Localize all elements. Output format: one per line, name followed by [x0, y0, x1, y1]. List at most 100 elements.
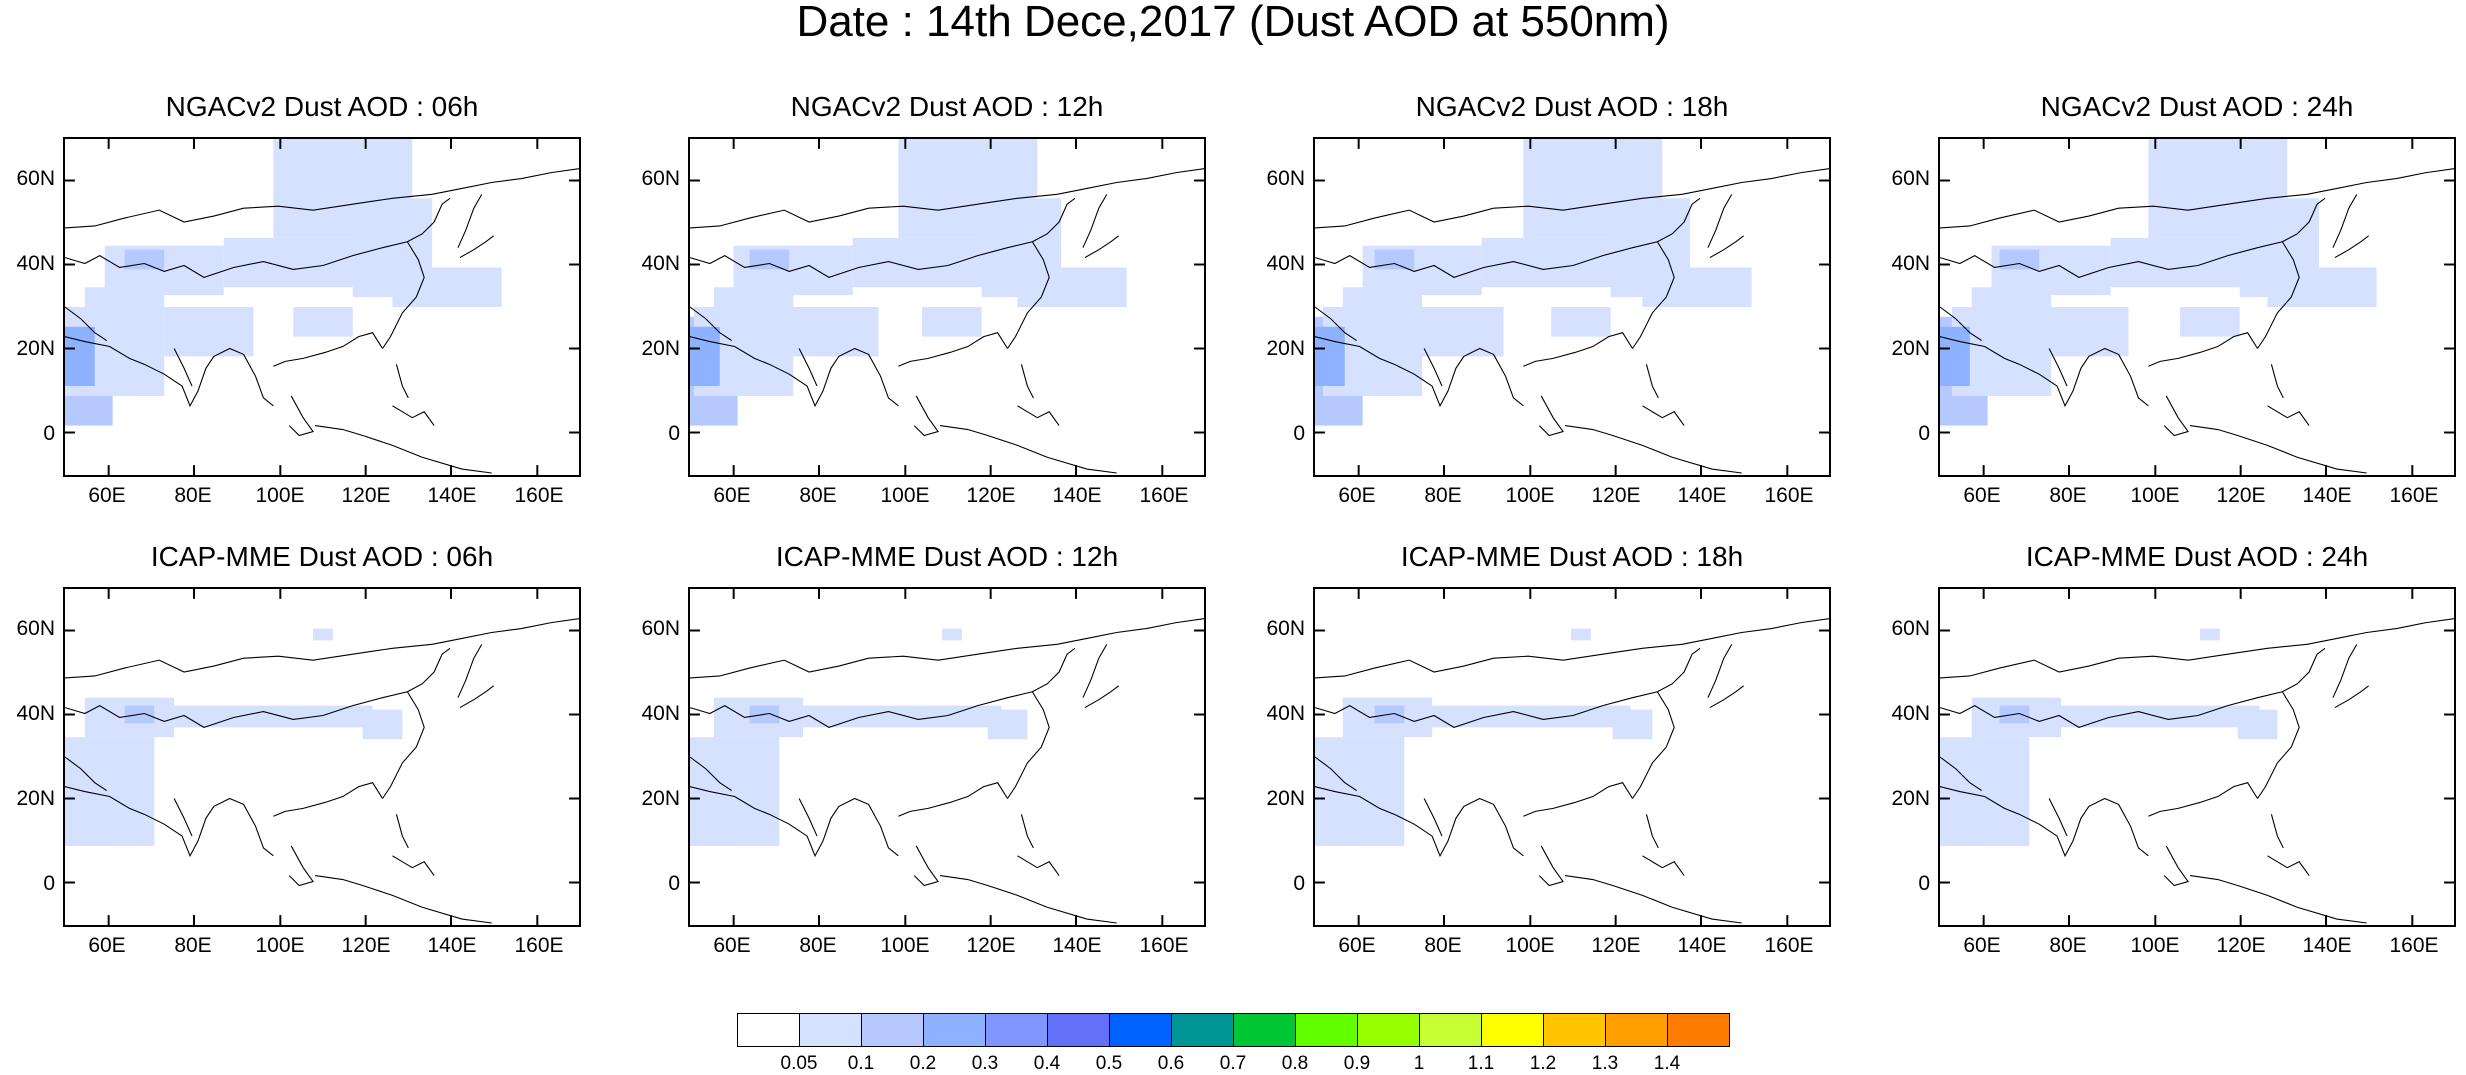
- coastline: [1707, 194, 1733, 248]
- coastline: [1940, 241, 2283, 278]
- coastline: [1017, 405, 1060, 426]
- coastline: [913, 395, 939, 437]
- dust-aod-region: [2267, 267, 2377, 307]
- coastline: [1564, 875, 1742, 924]
- colorbar-swatch: [1605, 1013, 1668, 1047]
- lat-label: 20N: [1891, 337, 1930, 360]
- lat-label: 20N: [641, 787, 680, 810]
- coastline: [2334, 685, 2369, 709]
- colorbar-swatch: [1109, 1013, 1172, 1047]
- lon-label: 120E: [341, 484, 391, 507]
- lon-label: 120E: [966, 484, 1016, 507]
- colorbar-swatch: [1481, 1013, 1544, 1047]
- coastline: [65, 691, 408, 728]
- colorbar-label: 0.7: [1219, 1053, 1247, 1074]
- lat-label: 60N: [16, 617, 55, 640]
- lat-label: 0: [668, 422, 680, 445]
- lat-label: 40N: [1266, 252, 1305, 275]
- lat-label: 0: [1918, 422, 1930, 445]
- colorbar-label: 0.6: [1157, 1053, 1185, 1074]
- coastline: [273, 332, 383, 367]
- coastline: [1645, 814, 1659, 849]
- coastline: [1007, 691, 1050, 799]
- lat-label: 0: [668, 872, 680, 895]
- lon-label: 80E: [1424, 934, 1462, 957]
- lon-label: 80E: [2049, 484, 2087, 507]
- lat-label: 20N: [641, 337, 680, 360]
- ngac-map: [63, 137, 581, 477]
- lon-label: 140E: [2302, 484, 2352, 507]
- lon-label: 160E: [514, 934, 564, 957]
- colorbar-swatch: [1357, 1013, 1420, 1047]
- coastline: [395, 364, 409, 399]
- coastline: [1017, 855, 1060, 876]
- lon-label: 160E: [1139, 934, 1189, 957]
- coastline: [65, 336, 274, 408]
- lat-label: 60N: [1891, 617, 1930, 640]
- dust-aod-region: [293, 307, 353, 337]
- coastline: [798, 798, 818, 837]
- lon-label: 120E: [1591, 484, 1641, 507]
- coastline: [1707, 644, 1733, 698]
- ngac-map: [688, 137, 1206, 477]
- lon-label: 80E: [174, 484, 212, 507]
- coastline: [2282, 647, 2326, 693]
- coastline: [898, 782, 1008, 817]
- lon-label: 120E: [2216, 934, 2266, 957]
- coastline: [1523, 782, 1633, 817]
- coastline: [2163, 395, 2189, 437]
- colorbar-swatch: [985, 1013, 1048, 1047]
- coastline: [690, 786, 899, 858]
- colorbar-swatch: [1667, 1013, 1730, 1047]
- dust-aod-region: [1414, 307, 1504, 357]
- lon-label: 140E: [1677, 484, 1727, 507]
- coastline: [913, 845, 939, 887]
- dust-aod-region: [1642, 267, 1752, 307]
- lon-label: 160E: [1139, 484, 1189, 507]
- dust-aod-region: [690, 737, 780, 846]
- coastline: [2163, 845, 2189, 887]
- dust-aod-region: [713, 287, 794, 327]
- dust-aod-region: [690, 326, 720, 387]
- lat-label: 60N: [1266, 617, 1305, 640]
- lon-label: 60E: [1963, 934, 2001, 957]
- coastline: [2270, 814, 2284, 849]
- lon-label: 120E: [966, 934, 1016, 957]
- coastline: [1315, 168, 1829, 229]
- lon-label: 100E: [2130, 934, 2180, 957]
- dust-aod-region: [2061, 705, 2260, 728]
- coastline: [1315, 756, 1357, 792]
- coastline: [1709, 685, 1744, 709]
- lon-label: 140E: [427, 934, 477, 957]
- lon-label: 140E: [1052, 934, 1102, 957]
- coastline: [1020, 814, 1034, 849]
- coastline: [1645, 364, 1659, 399]
- lon-label: 60E: [88, 934, 126, 957]
- coastline: [1082, 194, 1108, 248]
- ngac-map: [1313, 137, 1831, 477]
- coastline: [288, 845, 314, 887]
- ngac-map: [1938, 137, 2456, 477]
- coastline: [392, 855, 435, 876]
- coastline: [2048, 798, 2068, 837]
- icap-map: [688, 587, 1206, 927]
- coastline: [2189, 875, 2367, 924]
- dust-aod-region: [922, 307, 982, 337]
- dust-aod-region: [942, 628, 962, 641]
- lon-label: 60E: [713, 484, 751, 507]
- icap-map: [1313, 587, 1831, 927]
- dust-aod-region: [1971, 287, 2052, 327]
- icap-map: [1938, 587, 2456, 927]
- coastline: [173, 798, 193, 837]
- lon-label: 100E: [255, 934, 305, 957]
- lat-label: 0: [1293, 872, 1305, 895]
- dust-aod-region: [987, 709, 1028, 740]
- panel-title: ICAP-MME Dust AOD : 12h: [775, 541, 1119, 572]
- dust-aod-region: [313, 628, 333, 641]
- lon-label: 120E: [1591, 934, 1641, 957]
- coastline: [1657, 647, 1701, 693]
- coastline: [2270, 364, 2284, 399]
- dust-aod-region: [1551, 307, 1611, 337]
- lat-label: 40N: [641, 702, 680, 725]
- lat-label: 40N: [1891, 252, 1930, 275]
